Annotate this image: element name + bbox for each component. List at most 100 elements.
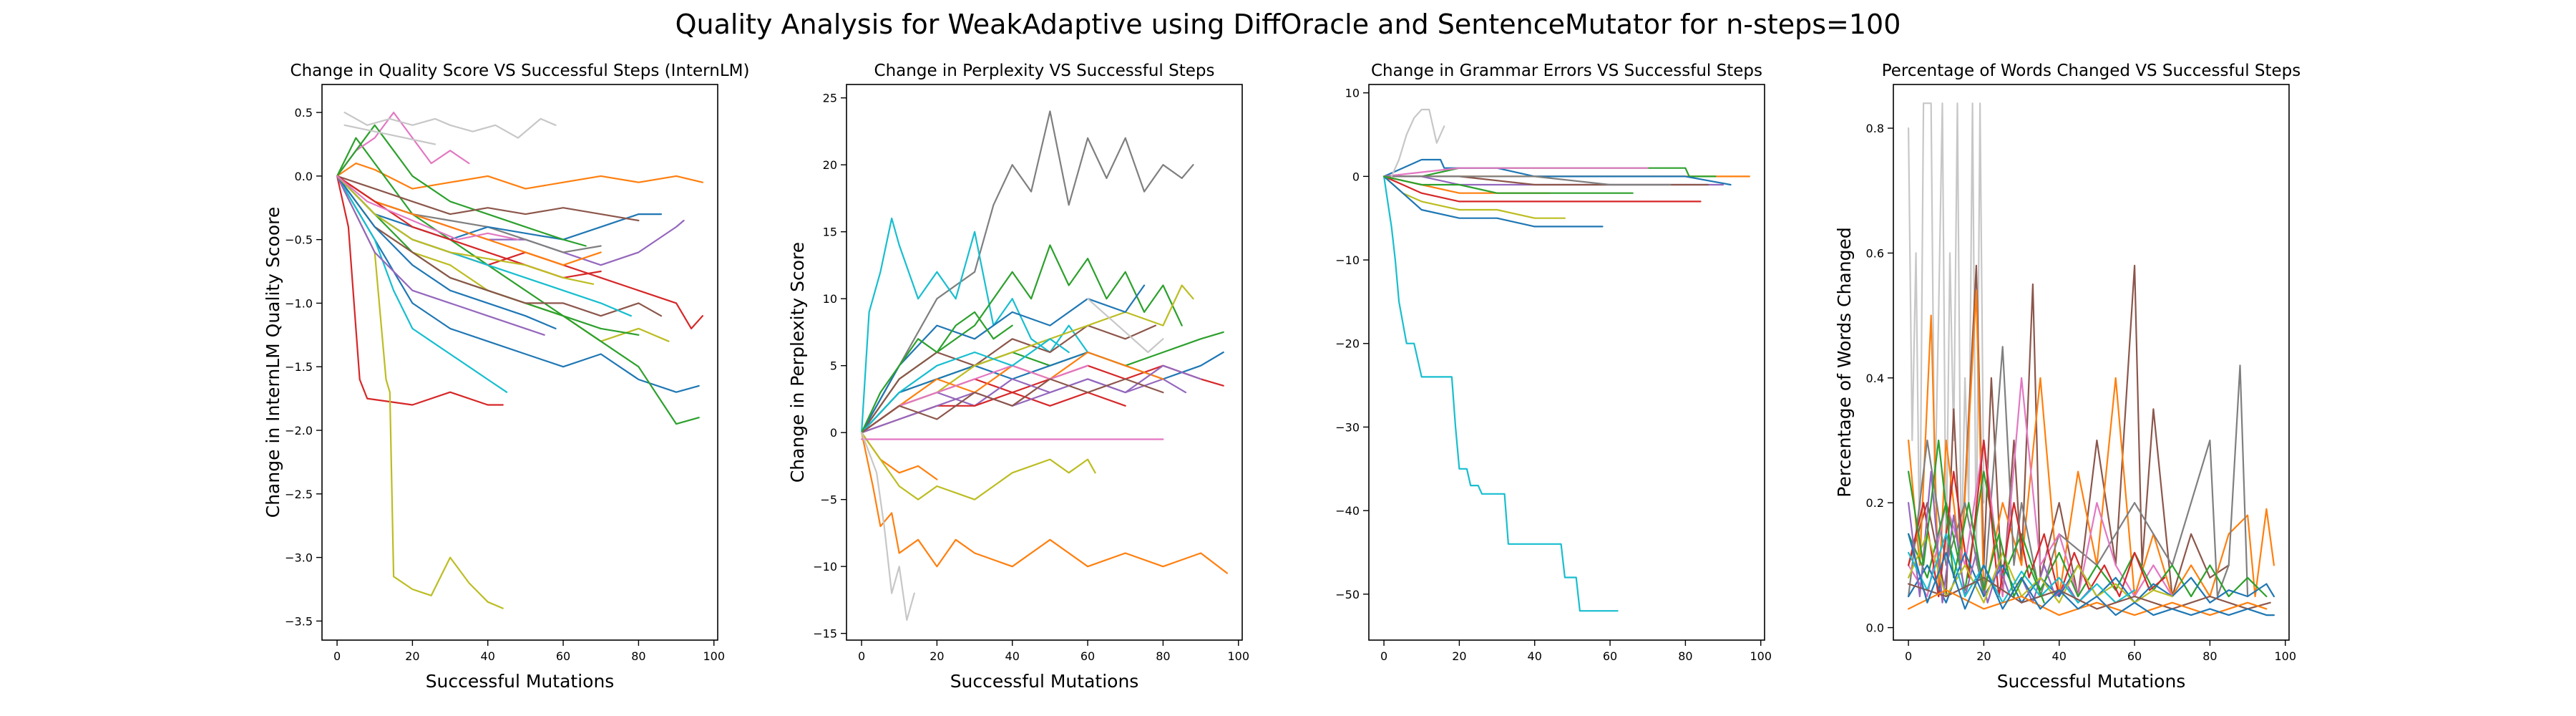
x-tick-label: 100 (1750, 649, 1772, 663)
series-line-9 (336, 175, 685, 266)
x-tick-label: 0 (333, 649, 341, 663)
axes-frame (1368, 84, 1765, 641)
axes-frame (321, 84, 718, 641)
x-tick-label: 20 (1976, 649, 1991, 663)
x-tick-label: 100 (2274, 649, 2296, 663)
x-tick-label: 60 (1603, 649, 1617, 663)
x-tick-label: 60 (556, 649, 570, 663)
series-line-3 (336, 175, 704, 329)
x-axis-label: Successful Mutations (426, 671, 615, 692)
series-line-20 (336, 175, 602, 279)
series-line-22 (336, 175, 595, 285)
series-line-10 (1382, 167, 1649, 178)
y-tick-label: 0.2 (1866, 496, 1884, 510)
series-line-1 (1908, 102, 1985, 566)
figure-title: Quality Analysis for WeakAdaptive using … (675, 9, 1901, 40)
chart-panel-2: 0 20 40 60 80 100 25 20 15 10 5 0 −5 −10 −15 Change in … (787, 62, 1249, 692)
series-line-5 (1382, 175, 1724, 186)
series-line-4 (1382, 158, 1732, 186)
series-line-4 (1908, 346, 2249, 598)
series-line-23 (1086, 298, 1164, 354)
series-line-7 (860, 244, 1183, 434)
x-tick-label: 100 (1227, 649, 1249, 663)
chart-title: Change in Perplexity VS Successful Steps (874, 62, 1215, 80)
series-group (860, 110, 1229, 621)
x-axis-label: Successful Mutations (950, 671, 1139, 692)
series-line-20 (860, 378, 1164, 434)
series-line-6 (1382, 175, 1702, 203)
y-tick-label: 25 (823, 92, 837, 105)
series-line-11 (336, 112, 470, 177)
series-line-13 (336, 175, 508, 393)
series-line-15 (1908, 533, 2275, 616)
chart-title: Change in Grammar Errors VS Successful S… (1371, 62, 1762, 80)
series-line-12 (1908, 576, 2271, 610)
y-tick-label: −20 (1335, 337, 1360, 351)
series-line-4 (860, 432, 1096, 500)
series-line-25 (336, 175, 519, 241)
series-line-16 (336, 175, 602, 266)
series-line-14 (1908, 589, 2268, 616)
series-line-15 (336, 175, 663, 241)
x-tick-label: 80 (631, 649, 645, 663)
series-line-6 (860, 217, 1089, 434)
chart-panel-1: 0 20 40 60 80 100 0.5 0.0 −0.5 −1.0 −1.5 −2.0 −2.5 −3… (263, 62, 749, 692)
series-line-11 (1382, 175, 1672, 186)
y-tick-label: 0.0 (295, 170, 313, 183)
y-tick-label: −50 (1335, 588, 1360, 601)
x-tick-label: 80 (1678, 649, 1692, 663)
x-tick-label: 0 (1380, 649, 1387, 663)
y-tick-label: 0 (1352, 170, 1360, 183)
x-tick-label: 80 (1156, 649, 1170, 663)
series-line-13 (1908, 439, 2045, 604)
series-line-18 (336, 175, 640, 222)
chart-panel-4: 0 20 40 60 80 100 0.8 0.6 0.4 0.2 0.0 Percentage of… (1834, 62, 2301, 692)
y-tick-label: 0.4 (1866, 372, 1884, 385)
y-tick-label: −10 (813, 560, 837, 574)
y-tick-label: 0.5 (295, 106, 313, 120)
y-tick-label: 0.6 (1866, 246, 1884, 260)
y-axis-label: Change in InternLM Quality Scoore (263, 207, 283, 518)
y-tick-label: 0.8 (1866, 122, 1884, 135)
x-tick-label: 100 (703, 649, 725, 663)
x-tick-label: 40 (1005, 649, 1020, 663)
y-tick-label: −15 (813, 627, 837, 641)
chart-title: Change in Quality Score VS Successful St… (291, 62, 750, 80)
series-line-14 (1390, 108, 1445, 178)
y-tick-label: 10 (823, 292, 837, 306)
y-tick-label: 5 (830, 359, 837, 373)
y-axis-label: Change in Perplexity Score (787, 242, 808, 483)
y-tick-label: −30 (1335, 420, 1360, 434)
series-line-19 (336, 175, 545, 336)
series-line-2 (336, 175, 504, 406)
y-tick-label: −40 (1335, 504, 1360, 518)
x-tick-label: 20 (930, 649, 944, 663)
series-line-22 (860, 432, 915, 621)
series-line-23 (343, 112, 557, 139)
series-line-2 (1908, 264, 2230, 598)
x-tick-label: 0 (858, 649, 865, 663)
y-tick-label: −5 (820, 493, 837, 507)
series-group (1908, 102, 2275, 616)
y-tick-label: −0.5 (285, 233, 313, 247)
x-tick-label: 40 (2052, 649, 2067, 663)
y-tick-label: −2.5 (285, 488, 313, 501)
axes-frame (846, 84, 1243, 641)
series-line-14 (336, 175, 633, 317)
chart-title: Percentage of Words Changed VS Successfu… (1882, 62, 2301, 80)
y-tick-label: 0 (830, 426, 837, 440)
series-line-7 (336, 137, 700, 425)
x-tick-label: 20 (1452, 649, 1466, 663)
series-line-4 (336, 175, 504, 609)
x-tick-label: 0 (1905, 649, 1912, 663)
series-line-1 (336, 163, 704, 190)
x-tick-label: 60 (2127, 649, 2142, 663)
series-line-2 (860, 432, 1229, 574)
x-tick-label: 60 (1080, 649, 1095, 663)
series-line-10 (860, 351, 1224, 434)
series-line-3 (1908, 289, 2275, 598)
series-line-8 (1382, 175, 1604, 228)
y-tick-label: 20 (823, 158, 837, 172)
